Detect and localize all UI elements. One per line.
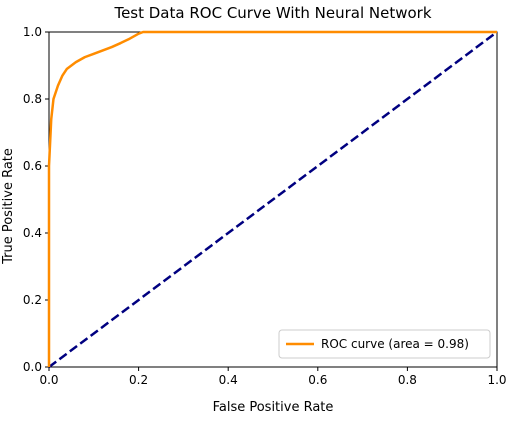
y-tick-label: 0.0 <box>23 360 42 374</box>
series-layer <box>47 30 498 369</box>
legend-box <box>278 329 491 359</box>
x-axis-ticks: 0.0 0.2 0.4 0.6 0.8 1.0 <box>39 367 507 387</box>
y-tick-label: 0.2 <box>23 293 42 307</box>
x-tick-label: 0.0 <box>39 373 58 387</box>
legend-label-roc-curve: ROC curve (area = 0.98) <box>321 337 469 351</box>
y-tick-label: 1.0 <box>23 25 42 39</box>
y-axis-ticks: 0.0 0.2 0.4 0.6 0.8 1.0 <box>23 25 49 374</box>
x-tick-label: 1.0 <box>487 373 506 387</box>
x-tick-label: 0.4 <box>219 373 238 387</box>
y-tick-label: 0.6 <box>23 159 42 173</box>
diagonal-reference-line <box>48 30 498 369</box>
x-tick-label: 0.6 <box>308 373 327 387</box>
chart-title: Test Data ROC Curve With Neural Network <box>113 4 431 22</box>
x-tick-label: 0.8 <box>398 373 417 387</box>
roc-curve-line <box>47 30 497 367</box>
legend: ROC curve (area = 0.98) <box>278 329 491 359</box>
x-tick-label: 0.2 <box>129 373 148 387</box>
y-tick-label: 0.4 <box>23 226 42 240</box>
y-tick-label: 0.8 <box>23 92 42 106</box>
x-axis-label: False Positive Rate <box>213 400 334 415</box>
y-axis-label: True Positive Rate <box>1 148 16 265</box>
